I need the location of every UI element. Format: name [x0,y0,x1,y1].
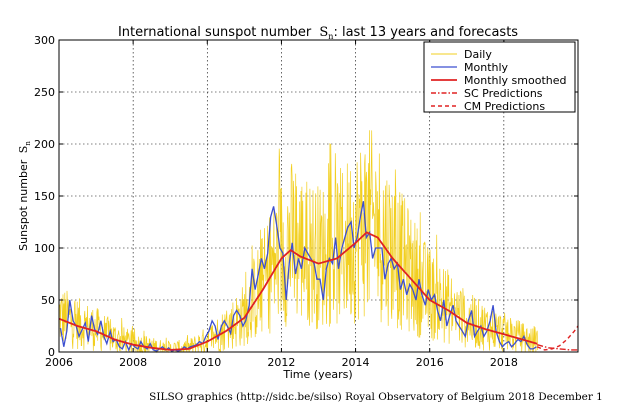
y-tick-label: 200 [34,138,55,151]
y-axis-label: Sunspot number Sn [17,141,32,251]
monthly-line [59,201,537,352]
x-tick-label: 2010 [193,356,221,369]
legend-label: Monthly smoothed [464,74,566,87]
legend-label: CM Predictions [464,100,545,113]
x-tick-label: 2018 [490,356,518,369]
y-tick-label: 150 [34,190,55,203]
x-tick-label: 2012 [267,356,295,369]
y-tick-label: 300 [34,34,55,47]
y-tick-label: 0 [48,346,55,359]
title-suffix: : last 13 years and forecasts [333,25,518,40]
chart-title: International sunspot number Sn: last 13… [118,25,518,41]
y-tick-label: 250 [34,86,55,99]
series-predictions [536,325,579,351]
y-axis-label-subscript: n [24,141,32,146]
title-main: International sunspot number [118,25,312,40]
y-axis-label-symbol: S [17,146,30,154]
smoothed-line [58,231,538,351]
axis-ticks: 2006 2008 2010 2012 2014 2016 2018 0 50 100 150 200… [34,34,578,369]
cm-prediction-line [536,325,579,351]
x-tick-label: 2014 [342,356,370,369]
title-symbol: S [319,25,328,40]
y-axis-label-text: Sunspot number [17,159,30,251]
series-monthly-smoothed [58,231,538,351]
sc-prediction-line [537,344,578,351]
legend-label: SC Predictions [464,87,543,100]
title-subscript: n [328,32,333,41]
legend-label: Monthly [464,61,509,74]
series-monthly [59,201,537,352]
x-axis-label: Time (years) [282,368,352,381]
credit-line: SILSO graphics (http://sidc.be/silso) Ro… [149,391,603,403]
daily-line [58,130,539,354]
x-tick-label: 2006 [45,356,73,369]
x-tick-label: 2008 [119,356,147,369]
x-tick-label: 2016 [416,356,444,369]
y-tick-label: 50 [41,294,55,307]
legend-label: Daily [464,48,492,61]
series-daily [58,130,539,354]
y-tick-label: 100 [34,242,55,255]
